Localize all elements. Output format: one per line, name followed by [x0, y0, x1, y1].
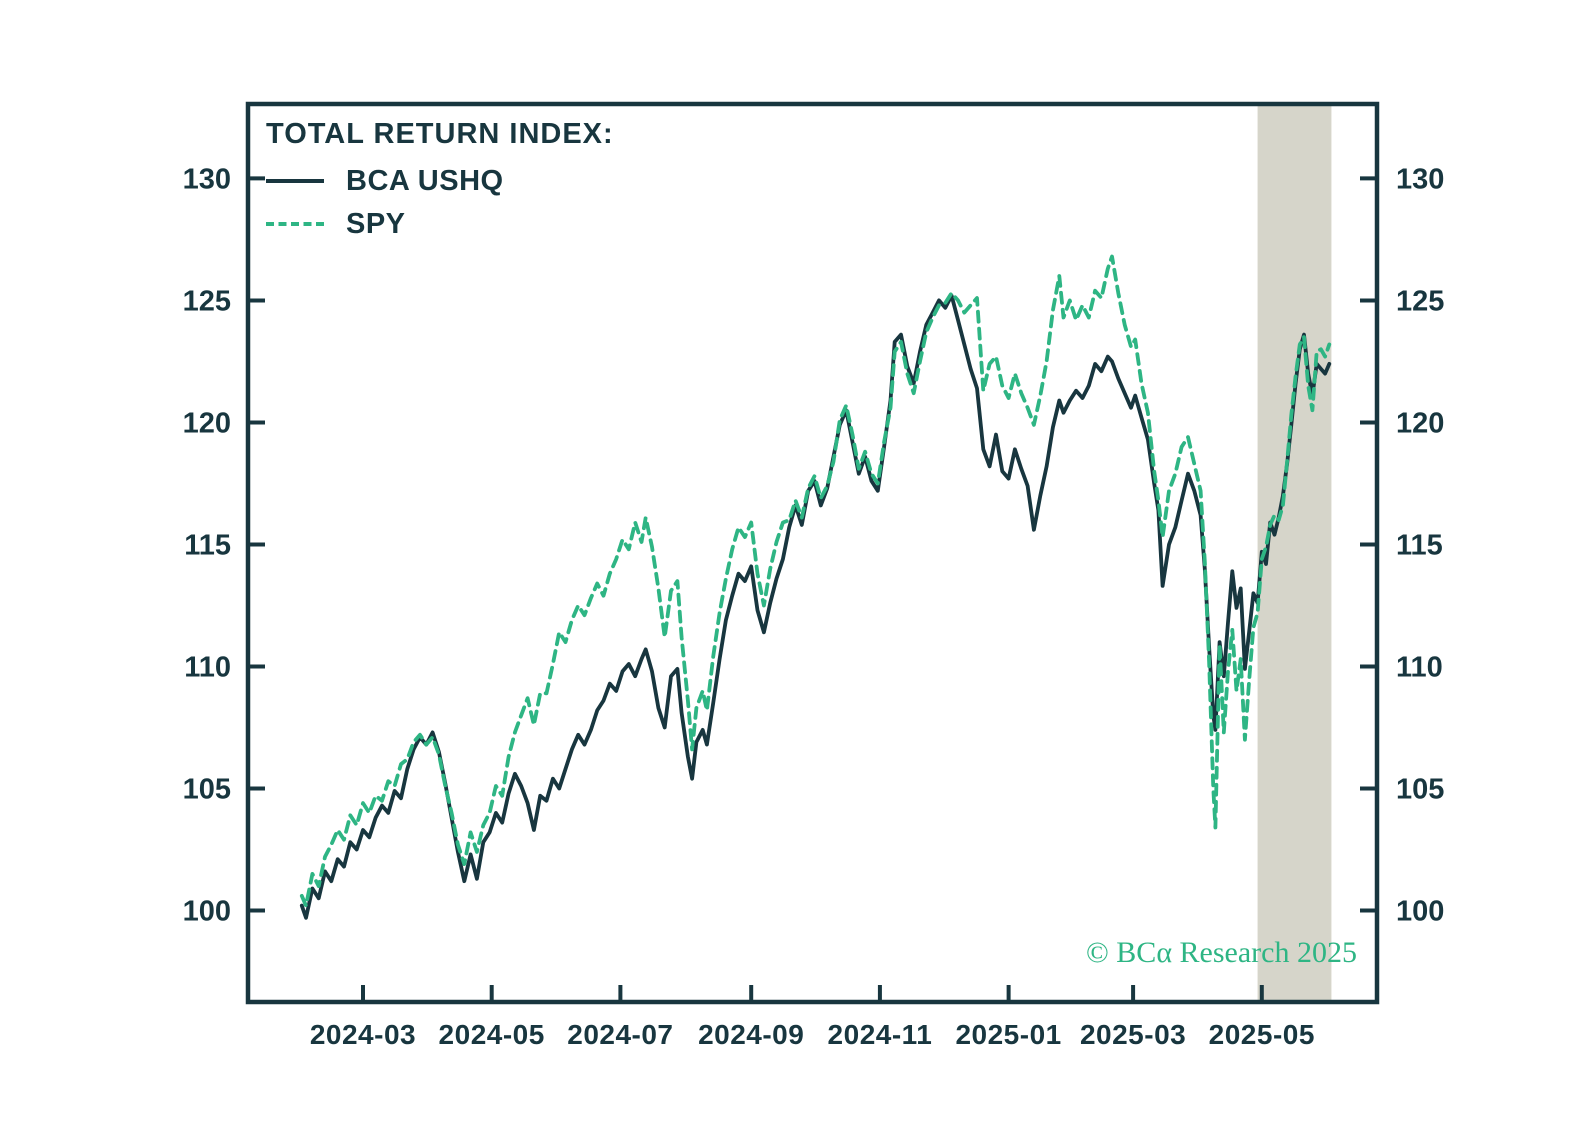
y-tick-label-left: 115: [184, 529, 231, 561]
x-tick-label: 2024-03: [310, 1019, 416, 1050]
legend: TOTAL RETURN INDEX: BCA USHQ SPY: [266, 118, 614, 240]
y-tick-label-left: 100: [183, 895, 231, 927]
y-tick-label-right: 120: [1396, 407, 1444, 439]
x-tick-label: 2025-03: [1080, 1019, 1186, 1050]
y-tick-label-left: 130: [183, 163, 231, 195]
legend-item-spy: SPY: [266, 208, 614, 240]
chart-title: TOTAL RETURN INDEX:: [266, 118, 614, 150]
x-tick-label: 2024-11: [828, 1019, 933, 1050]
bca-ushq-line: [299, 293, 1332, 920]
y-tick-label-right: 110: [1396, 651, 1443, 683]
legend-item-bca-ushq: BCA USHQ: [266, 165, 614, 197]
plot-border: [245, 101, 1380, 1005]
y-tick-label-right: 125: [1396, 285, 1444, 317]
spy-line: [299, 254, 1332, 908]
dashed-line-swatch: [266, 222, 324, 226]
legend-label-spy: SPY: [346, 207, 406, 240]
x-tick-label: 2025-05: [1209, 1019, 1315, 1050]
x-tick-label: 2025-01: [955, 1019, 1061, 1050]
y-tick-label-left: 125: [183, 285, 231, 317]
y-tick-label-left: 105: [183, 773, 231, 805]
y-tick-label-left: 110: [184, 651, 231, 683]
x-tick-label: 2024-05: [439, 1019, 545, 1050]
y-tick-label-right: 130: [1396, 163, 1444, 195]
solid-line-swatch: [266, 179, 324, 183]
y-tick-label-right: 115: [1396, 529, 1443, 561]
x-tick-label: 2024-07: [567, 1019, 673, 1050]
copyright-notice: © BCα Research 2025: [1086, 936, 1357, 969]
y-tick-label-right: 100: [1396, 895, 1444, 927]
y-tick-label-right: 105: [1396, 773, 1444, 805]
x-tick-label: 2024-09: [698, 1019, 804, 1050]
legend-label-bca-ushq: BCA USHQ: [346, 164, 504, 197]
highlight-band: [1257, 104, 1332, 1002]
y-tick-label-left: 120: [183, 407, 231, 439]
